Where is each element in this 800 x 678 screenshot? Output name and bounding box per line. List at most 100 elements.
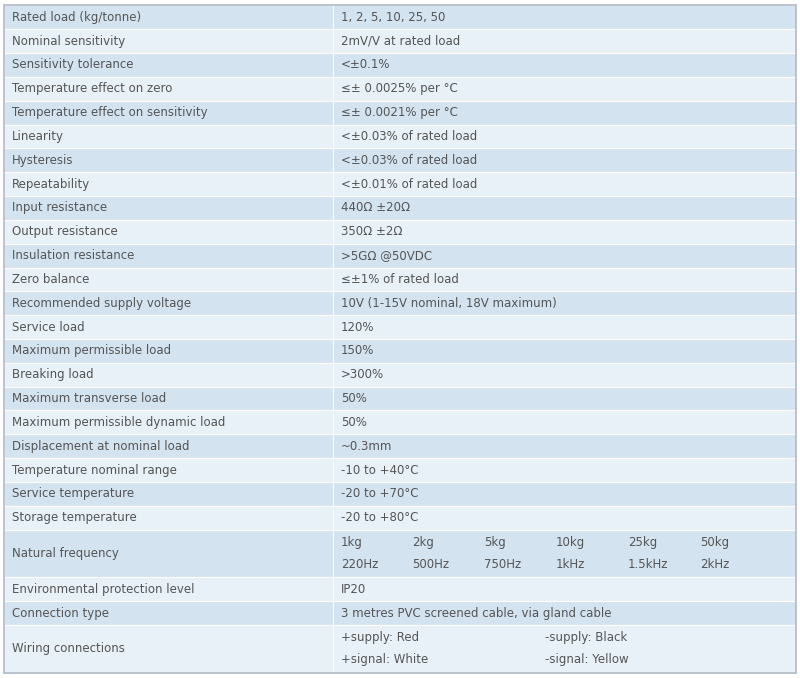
Bar [333, 410, 796, 435]
Text: 5kg: 5kg [484, 536, 506, 549]
Text: <±0.1%: <±0.1% [341, 58, 390, 71]
Bar [4, 148, 333, 172]
Text: 1kg: 1kg [341, 536, 362, 549]
Bar [333, 435, 796, 458]
Text: Recommended supply voltage: Recommended supply voltage [12, 297, 191, 310]
Text: Maximum permissible dynamic load: Maximum permissible dynamic load [12, 416, 226, 429]
Text: 50%: 50% [341, 416, 366, 429]
Bar [333, 53, 796, 77]
Bar [4, 601, 333, 625]
Text: Hysteresis: Hysteresis [12, 154, 74, 167]
Text: -signal: Yellow: -signal: Yellow [545, 653, 628, 666]
Bar [333, 530, 796, 577]
Text: 750Hz: 750Hz [484, 558, 522, 571]
Text: Output resistance: Output resistance [12, 225, 118, 238]
Bar [333, 243, 796, 268]
Bar [4, 53, 333, 77]
Text: 50%: 50% [341, 392, 366, 405]
Bar [333, 292, 796, 315]
Text: Maximum permissible load: Maximum permissible load [12, 344, 171, 357]
Bar [4, 506, 333, 530]
Text: Sensitivity tolerance: Sensitivity tolerance [12, 58, 134, 71]
Text: Environmental protection level: Environmental protection level [12, 582, 194, 596]
Bar [333, 125, 796, 148]
Bar [333, 315, 796, 339]
Text: Breaking load: Breaking load [12, 368, 94, 381]
Bar [333, 220, 796, 243]
Bar [333, 172, 796, 196]
Text: 25kg: 25kg [628, 536, 657, 549]
Text: Nominal sensitivity: Nominal sensitivity [12, 35, 126, 47]
Bar [333, 101, 796, 125]
Text: Maximum transverse load: Maximum transverse load [12, 392, 166, 405]
Text: Connection type: Connection type [12, 607, 109, 620]
Bar [333, 148, 796, 172]
Text: Temperature effect on sensitivity: Temperature effect on sensitivity [12, 106, 208, 119]
Text: Input resistance: Input resistance [12, 201, 107, 214]
Text: Insulation resistance: Insulation resistance [12, 249, 134, 262]
Bar [333, 386, 796, 410]
Text: Displacement at nominal load: Displacement at nominal load [12, 440, 190, 453]
Text: 500Hz: 500Hz [413, 558, 450, 571]
Bar [333, 29, 796, 53]
Text: ≤± 0.0021% per °C: ≤± 0.0021% per °C [341, 106, 458, 119]
Text: 440Ω ±20Ω: 440Ω ±20Ω [341, 201, 410, 214]
Bar [4, 386, 333, 410]
Bar [4, 435, 333, 458]
Text: 50kg: 50kg [700, 536, 729, 549]
Text: 10V (1-15V nominal, 18V maximum): 10V (1-15V nominal, 18V maximum) [341, 297, 557, 310]
Text: Service load: Service load [12, 321, 85, 334]
Bar [4, 292, 333, 315]
Text: 10kg: 10kg [556, 536, 586, 549]
Text: <±0.03% of rated load: <±0.03% of rated load [341, 130, 477, 143]
Text: 1, 2, 5, 10, 25, 50: 1, 2, 5, 10, 25, 50 [341, 11, 445, 24]
Text: Rated load (kg/tonne): Rated load (kg/tonne) [12, 11, 141, 24]
Text: Temperature effect on zero: Temperature effect on zero [12, 82, 172, 96]
Bar [333, 506, 796, 530]
Bar [333, 482, 796, 506]
Text: Temperature nominal range: Temperature nominal range [12, 464, 177, 477]
Bar [333, 339, 796, 363]
Text: IP20: IP20 [341, 582, 366, 596]
Bar [333, 268, 796, 292]
Bar [4, 482, 333, 506]
Bar [4, 625, 333, 673]
Text: Natural frequency: Natural frequency [12, 547, 119, 560]
Text: 2kg: 2kg [413, 536, 434, 549]
Text: 220Hz: 220Hz [341, 558, 378, 571]
Text: -20 to +80°C: -20 to +80°C [341, 511, 418, 524]
Text: ~0.3mm: ~0.3mm [341, 440, 392, 453]
Text: -10 to +40°C: -10 to +40°C [341, 464, 418, 477]
Text: -supply: Black: -supply: Black [545, 631, 626, 644]
Text: 1.5kHz: 1.5kHz [628, 558, 669, 571]
Bar [4, 172, 333, 196]
Bar [333, 625, 796, 673]
Bar [4, 458, 333, 482]
Bar [333, 577, 796, 601]
Text: Repeatability: Repeatability [12, 178, 90, 191]
Text: >5GΩ @50VDC: >5GΩ @50VDC [341, 249, 432, 262]
Text: <±0.03% of rated load: <±0.03% of rated load [341, 154, 477, 167]
Bar [4, 315, 333, 339]
Text: >300%: >300% [341, 368, 384, 381]
Text: ≤± 0.0025% per °C: ≤± 0.0025% per °C [341, 82, 458, 96]
Text: 350Ω ±2Ω: 350Ω ±2Ω [341, 225, 402, 238]
Bar [4, 220, 333, 243]
Bar [4, 196, 333, 220]
Bar [4, 530, 333, 577]
Text: +supply: Red: +supply: Red [341, 631, 419, 644]
Bar [4, 363, 333, 386]
Bar [4, 29, 333, 53]
Bar [4, 339, 333, 363]
Text: 120%: 120% [341, 321, 374, 334]
Bar [333, 363, 796, 386]
Text: 2mV/V at rated load: 2mV/V at rated load [341, 35, 460, 47]
Text: <±0.01% of rated load: <±0.01% of rated load [341, 178, 477, 191]
Bar [333, 601, 796, 625]
Text: Zero balance: Zero balance [12, 273, 90, 286]
Text: Linearity: Linearity [12, 130, 64, 143]
Bar [4, 243, 333, 268]
Bar [4, 268, 333, 292]
Bar [4, 5, 333, 29]
Text: Service temperature: Service temperature [12, 487, 134, 500]
